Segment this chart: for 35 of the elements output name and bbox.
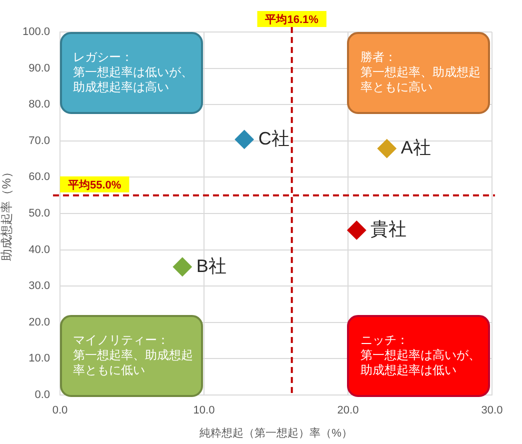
x-axis-title: 純粋想起（第一想起）率（%） xyxy=(200,426,352,440)
y-tick-label: 10.0 xyxy=(28,352,50,365)
annotation: 第一想起率、助成想起率ともに高い xyxy=(360,65,482,95)
y-tick-label: 50.0 xyxy=(28,208,50,220)
series-label: C社 xyxy=(258,128,290,148)
y-tick-label: 0.0 xyxy=(34,389,50,402)
y-tick-label: 90.0 xyxy=(28,62,50,74)
y-tick-label: 20.0 xyxy=(28,316,50,328)
y-tick-label: 60.0 xyxy=(28,171,50,184)
point xyxy=(234,130,254,149)
annotation: 第一想起率、助成想起率ともに低い xyxy=(73,348,194,378)
point xyxy=(377,139,396,158)
y-tick-label: 40.0 xyxy=(28,244,50,256)
y-tick-label: 70.0 xyxy=(28,134,50,147)
annotation: ニッチ： xyxy=(360,332,408,348)
annotation: 第一想起率は高いが、助成想起率は低い xyxy=(360,348,482,378)
y-tick-label: 80.0 xyxy=(28,98,50,111)
point xyxy=(172,257,192,276)
point xyxy=(347,220,366,240)
x-tick-label: 20.0 xyxy=(337,404,359,417)
ref-line-label: 平均55.0% xyxy=(67,178,122,192)
annotation: レガシー： xyxy=(73,50,133,65)
x-tick-label: 0.0 xyxy=(52,404,68,417)
annotation: 第一想起率は低いが、助成想起率は高い xyxy=(73,65,194,95)
series-label: A社 xyxy=(400,137,431,158)
x-tick-label: 10.0 xyxy=(193,404,215,417)
annotation: 勝者： xyxy=(360,50,396,65)
series-label: 貴社 xyxy=(370,219,407,240)
x-tick-label: 30.0 xyxy=(481,404,503,417)
y-tick-label: 30.0 xyxy=(28,280,50,292)
series-label: B社 xyxy=(196,256,226,276)
annotation: マイノリティー： xyxy=(73,332,169,348)
ref-line-label: 平均16.1% xyxy=(264,13,319,26)
y-axis-title: 助成想起率（%） xyxy=(0,166,14,261)
y-tick-label: 100.0 xyxy=(22,26,50,38)
